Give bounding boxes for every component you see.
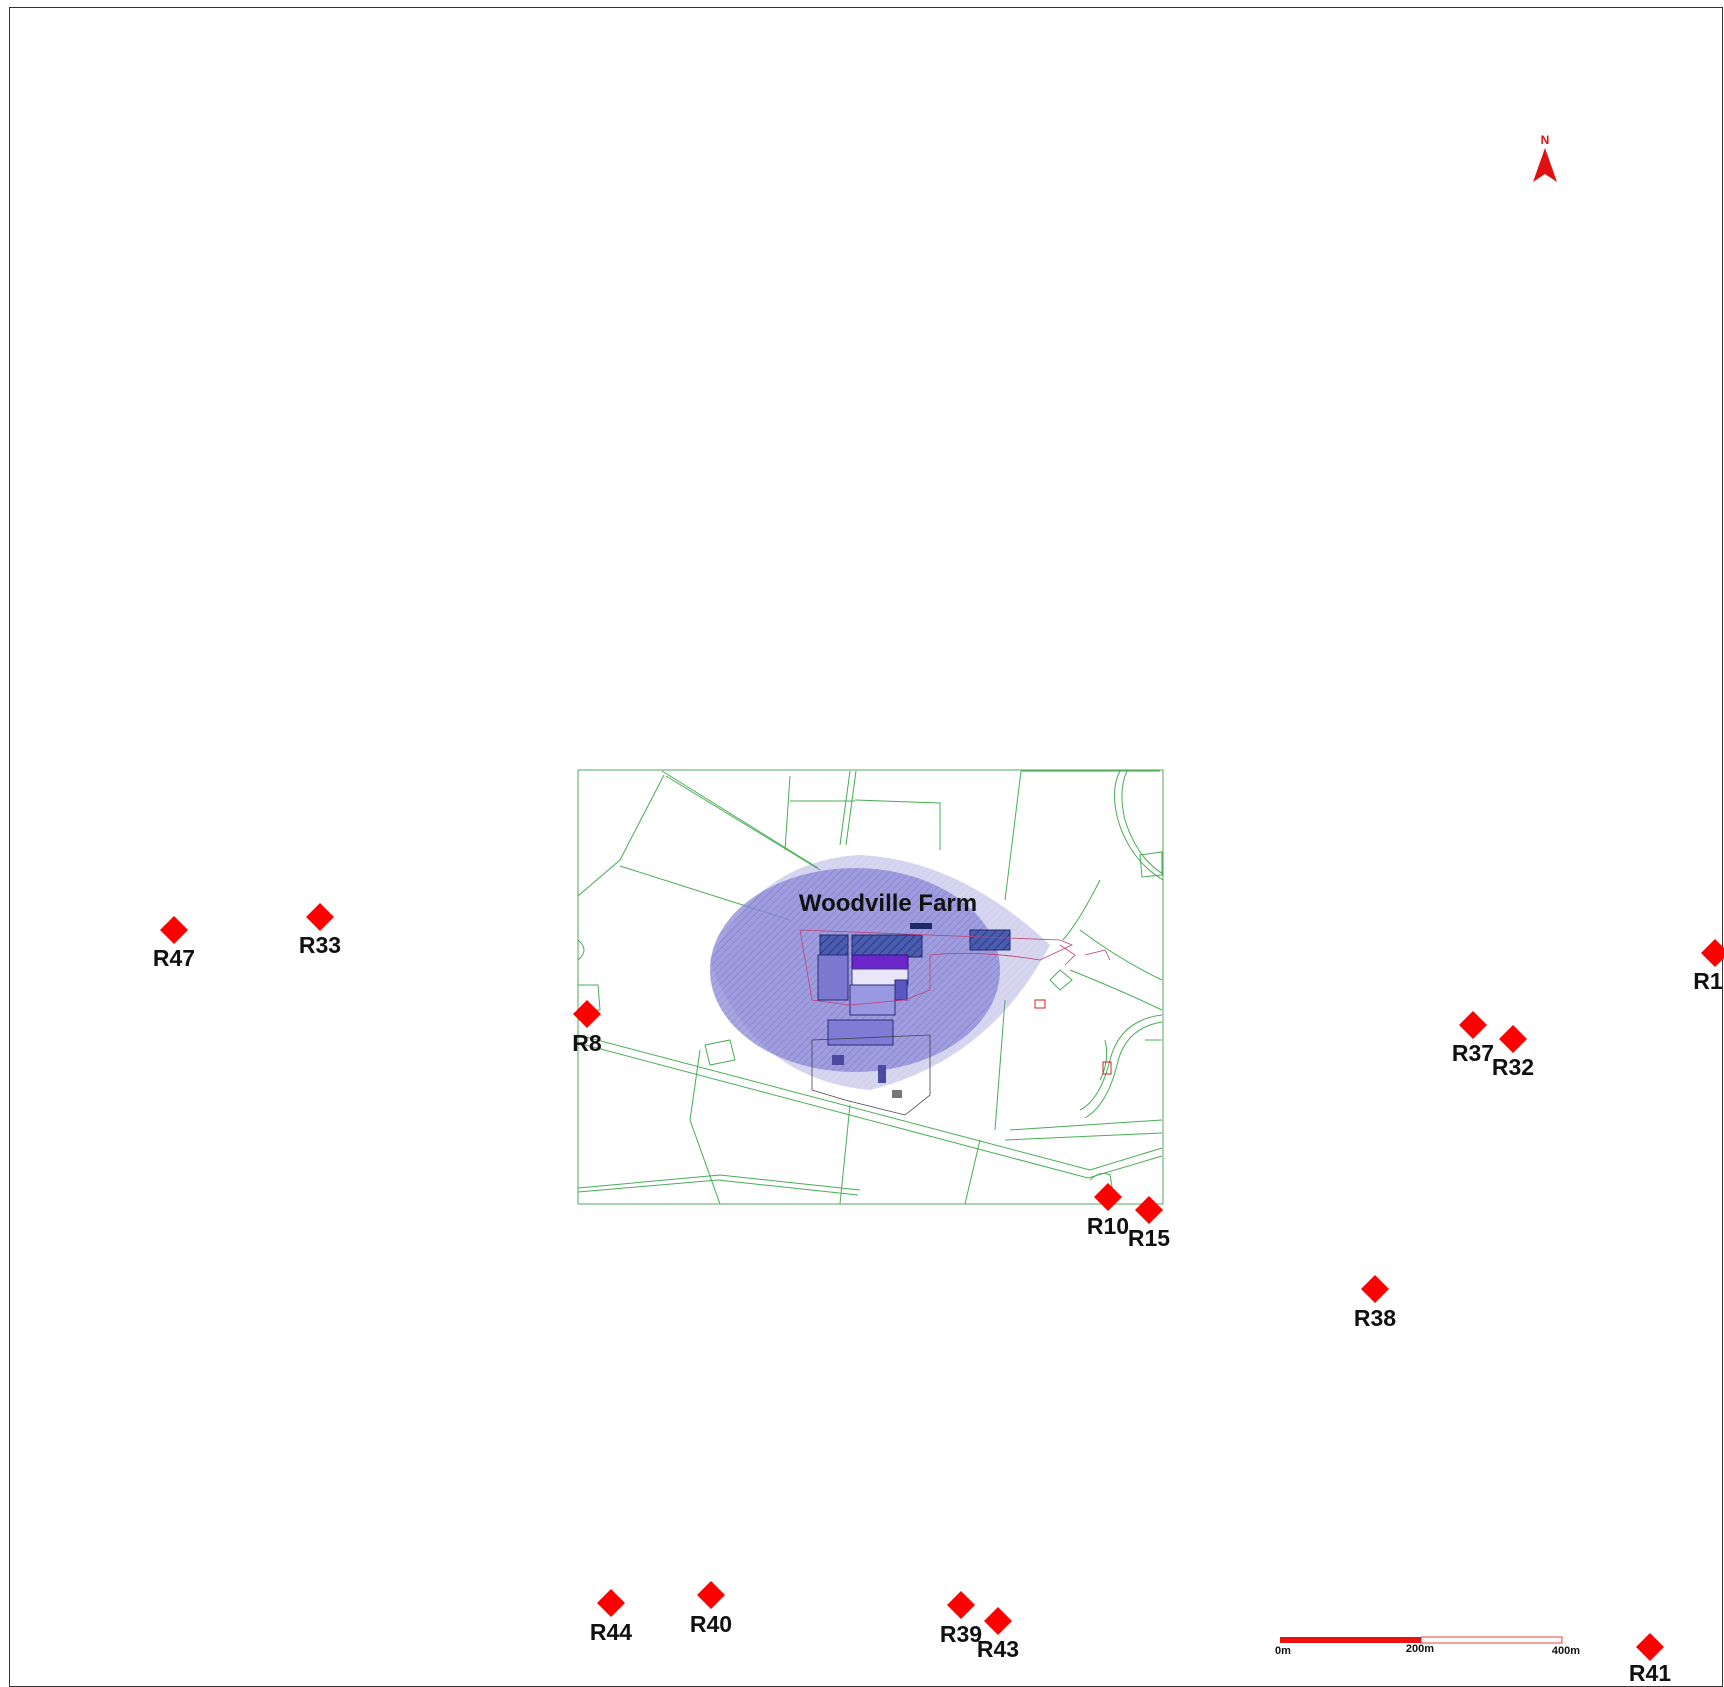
receptor-r40[interactable]: R40 (690, 1581, 732, 1637)
receptor-label: R33 (299, 932, 341, 958)
receptor-marker-icon[interactable] (306, 903, 334, 931)
receptor-r33[interactable]: R33 (299, 903, 341, 958)
receptor-marker-icon[interactable] (1135, 1196, 1163, 1224)
receptor-marker-icon[interactable] (597, 1589, 625, 1617)
receptor-r39[interactable]: R39 (940, 1591, 982, 1647)
north-arrow: N (1533, 133, 1557, 182)
receptor-marker-icon[interactable] (1701, 939, 1724, 967)
receptor-label: R39 (940, 1621, 982, 1647)
receptor-label: R10 (1087, 1213, 1129, 1239)
north-label: N (1541, 133, 1550, 147)
scale-label-200: 200m (1406, 1643, 1434, 1655)
receptor-label: R38 (1354, 1305, 1396, 1331)
scale-bar: 0m 200m 400m (1275, 1636, 1580, 1657)
receptor-label: R37 (1452, 1040, 1494, 1066)
receptor-label: R47 (153, 945, 195, 971)
north-arrow-icon (1533, 148, 1557, 182)
farm-buildings (799, 923, 1112, 1116)
receptor-label: R44 (590, 1619, 632, 1645)
receptor-r8[interactable]: R8 (572, 1000, 602, 1056)
receptor-marker-icon[interactable] (1459, 1011, 1487, 1039)
site-label: Woodville Farm (799, 890, 977, 917)
receptor-label: R40 (690, 1611, 732, 1637)
receptor-r41[interactable]: R41 (1629, 1633, 1671, 1681)
receptor-r1[interactable]: R1 (1693, 939, 1724, 994)
receptor-marker-icon[interactable] (1499, 1025, 1527, 1053)
receptor-r37[interactable]: R37 (1452, 1011, 1494, 1066)
receptor-marker-icon[interactable] (160, 916, 188, 944)
receptor-marker-icon[interactable] (697, 1581, 725, 1609)
receptor-r47[interactable]: R47 (153, 916, 195, 971)
receptor-r38[interactable]: R38 (1354, 1275, 1396, 1331)
receptor-marker-icon[interactable] (984, 1607, 1012, 1635)
receptor-label: R43 (977, 1636, 1019, 1662)
receptor-r32[interactable]: R32 (1492, 1025, 1534, 1080)
scale-label-0: 0m (1275, 1645, 1291, 1657)
receptor-marker-icon[interactable] (573, 1000, 601, 1028)
site-plan-inset: Woodville Farm (577, 769, 1164, 1205)
receptor-r44[interactable]: R44 (590, 1589, 632, 1645)
receptor-marker-icon[interactable] (1094, 1183, 1122, 1211)
receptor-r15[interactable]: R15 (1128, 1196, 1170, 1251)
receptor-label: R8 (572, 1030, 602, 1056)
receptor-label: R15 (1128, 1225, 1170, 1251)
receptor-marker-icon[interactable] (1636, 1633, 1664, 1661)
receptor-label: R32 (1492, 1054, 1534, 1080)
receptor-label: R41 (1629, 1660, 1671, 1681)
receptor-r43[interactable]: R43 (977, 1607, 1019, 1662)
receptor-r10[interactable]: R10 (1087, 1183, 1129, 1239)
receptor-marker-icon[interactable] (947, 1591, 975, 1619)
scale-label-400: 400m (1552, 1645, 1580, 1657)
receptor-marker-icon[interactable] (1361, 1275, 1389, 1303)
receptor-label: R1 (1693, 968, 1723, 994)
